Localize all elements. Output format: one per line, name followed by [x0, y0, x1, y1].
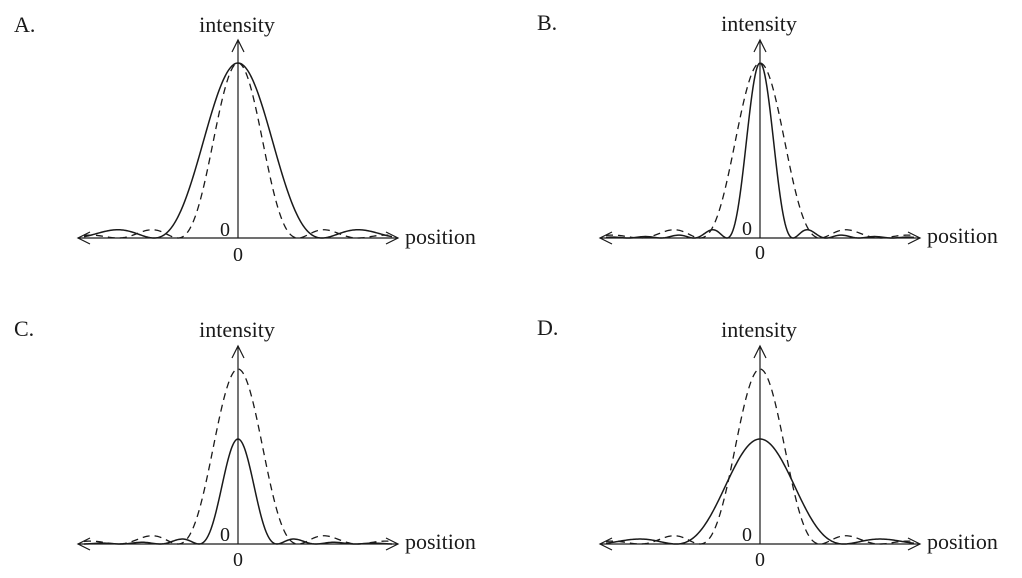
panel-d: D. intensity position 0 0	[537, 315, 998, 571]
y-origin-label: 0	[742, 218, 752, 240]
y-axis-arrow	[231, 38, 245, 53]
reference-pattern-curve	[605, 368, 915, 545]
panel-a: A. intensity position 0 0	[14, 12, 476, 266]
x-axis-label: position	[927, 223, 998, 248]
x-axis-label: position	[405, 224, 476, 249]
x-axis-right-arrow	[907, 537, 922, 551]
x-axis-left-arrow	[76, 231, 91, 245]
y-axis-label: intensity	[721, 11, 797, 36]
x-axis-left-arrow	[598, 537, 613, 551]
panel-letter: C.	[14, 316, 34, 341]
new-pattern-curve	[605, 438, 915, 545]
y-origin-label: 0	[220, 524, 230, 546]
y-axis-label: intensity	[721, 317, 797, 342]
panel-c: C. intensity position 0 0	[14, 316, 476, 571]
x-origin-label: 0	[755, 549, 765, 571]
reference-pattern-curve	[605, 62, 915, 239]
y-axis-arrow	[753, 38, 767, 53]
panel-letter: B.	[537, 10, 557, 35]
panel-letter: A.	[14, 12, 35, 37]
panel-b: B. intensity position 0 0	[537, 10, 998, 264]
x-axis-right-arrow	[385, 231, 400, 245]
y-axis-arrow	[231, 344, 245, 359]
x-axis-left-arrow	[76, 537, 91, 551]
x-origin-label: 0	[233, 244, 243, 266]
y-axis-arrow	[753, 344, 767, 359]
panel-letter: D.	[537, 315, 558, 340]
x-origin-label: 0	[755, 242, 765, 264]
y-axis-label: intensity	[199, 317, 275, 342]
x-axis-label: position	[405, 529, 476, 554]
reference-pattern-curve	[83, 62, 393, 239]
y-origin-label: 0	[220, 219, 230, 241]
reference-pattern-curve	[83, 368, 393, 545]
x-origin-label: 0	[233, 549, 243, 571]
new-pattern-curve	[83, 438, 393, 545]
x-axis-right-arrow	[907, 231, 922, 245]
y-origin-label: 0	[742, 524, 752, 546]
x-axis-label: position	[927, 529, 998, 554]
new-pattern-curve	[605, 62, 915, 239]
x-axis-right-arrow	[385, 537, 400, 551]
new-pattern-curve	[83, 62, 393, 239]
x-axis-left-arrow	[598, 231, 613, 245]
y-axis-label: intensity	[199, 12, 275, 37]
